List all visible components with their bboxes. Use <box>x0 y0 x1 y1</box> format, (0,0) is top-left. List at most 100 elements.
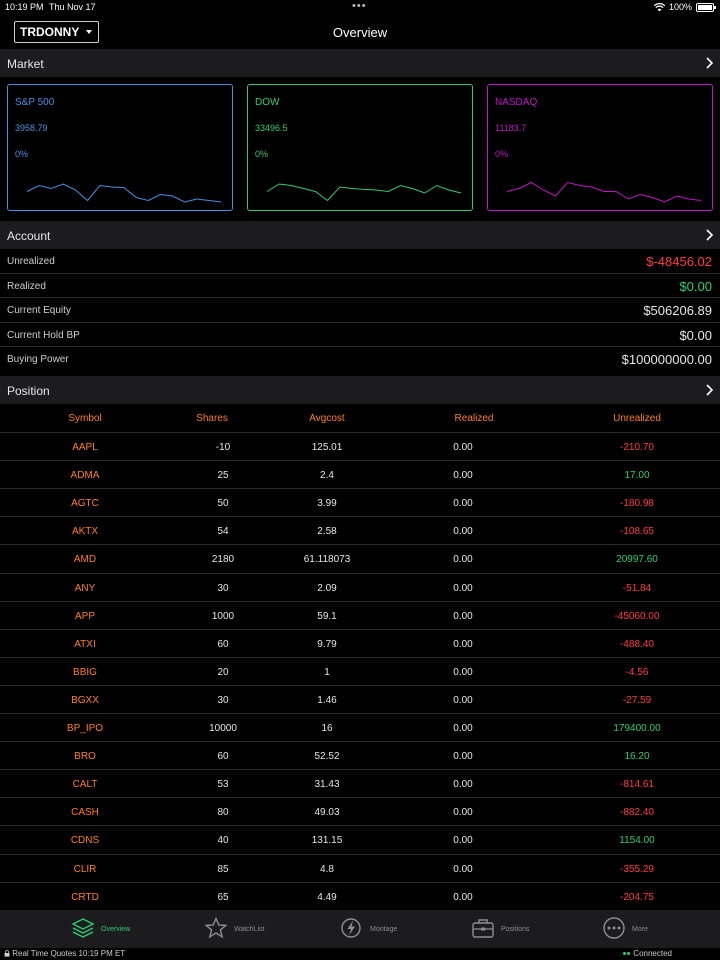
position-avgcost: 61.118073 <box>303 554 351 566</box>
quotes-status-text: Real Time Quotes 10:19 PM ET <box>12 949 126 958</box>
position-row[interactable]: BP_IPO 10000 16 0.00 179400.00 <box>0 713 720 741</box>
position-shares: 60 <box>217 638 229 650</box>
position-unrealized: -45060.00 <box>614 610 660 622</box>
connection-status: Connected <box>623 949 672 958</box>
position-unrealized: -180.98 <box>620 498 654 510</box>
position-shares: 60 <box>217 751 229 763</box>
column-header-symbol[interactable]: Symbol <box>68 413 102 424</box>
position-avgcost: 49.03 <box>314 807 340 819</box>
position-unrealized: 20997.60 <box>616 554 658 566</box>
status-time: 10:19 PM <box>5 2 44 12</box>
tab-label: Overview <box>101 926 131 933</box>
position-realized: 0.00 <box>453 526 473 538</box>
position-unrealized: 16.20 <box>624 751 650 763</box>
account-row-label: Buying Power <box>7 354 69 366</box>
position-symbol: BP_IPO <box>66 723 104 735</box>
position-shares: 85 <box>217 863 229 875</box>
sp500-sparkline <box>26 183 222 203</box>
position-row[interactable]: ADMA 25 2.4 0.00 17.00 <box>0 460 720 488</box>
status-date: Thu Nov 17 <box>49 2 96 12</box>
column-header-shares[interactable]: Shares <box>196 413 228 424</box>
position-realized: 0.00 <box>453 610 473 622</box>
position-row[interactable]: AKTX 54 2.58 0.00 -108.65 <box>0 516 720 544</box>
account-row-label: Unrealized <box>7 256 55 267</box>
market-card-value: 3958.79 <box>15 123 48 133</box>
battery-percent: 100% <box>668 2 692 12</box>
position-shares: 2180 <box>211 554 235 566</box>
position-avgcost: 4.49 <box>317 891 337 903</box>
position-row[interactable]: AGTC 50 3.99 0.00 -180.98 <box>0 488 720 516</box>
tab-label: More <box>632 926 648 933</box>
position-symbol: ANY <box>74 582 96 594</box>
position-unrealized: -882.40 <box>620 807 654 819</box>
connection-status-text: Connected <box>633 949 672 958</box>
position-avgcost: 4.8 <box>320 863 334 875</box>
position-row[interactable]: AAPL -10 125.01 0.00 -210.70 <box>0 432 720 460</box>
position-row[interactable]: ATXI 60 9.79 0.00 -488.40 <box>0 628 720 657</box>
position-row[interactable]: CDNS 40 131.15 0.00 1154.00 <box>0 825 720 853</box>
account-row-unrealized: Unrealized $-48456.02 <box>0 249 720 274</box>
position-row[interactable]: BRO 60 52.52 0.00 16.20 <box>0 741 720 769</box>
position-unrealized: -355.29 <box>620 863 654 875</box>
positions-rows: AAPL -10 125.01 0.00 -210.70 ADMA 25 2.4 0.00 17.… <box>0 432 720 910</box>
position-section-header[interactable]: Position <box>0 376 720 404</box>
account-row-value: $100000000.00 <box>621 352 712 368</box>
market-card-dow[interactable]: DOW 33496.5 0% <box>247 84 473 211</box>
position-row[interactable]: CRTD 65 4.49 0.00 -204.75 <box>0 881 720 910</box>
position-row[interactable]: BGXX 30 1.46 0.00 -27.59 <box>0 684 720 713</box>
column-header-realized[interactable]: Realized <box>454 413 494 424</box>
position-shares: 30 <box>217 582 229 594</box>
caret-down-icon <box>86 30 92 34</box>
tab-label: Montage <box>370 926 398 933</box>
column-header-avgcost[interactable]: Avgcost <box>309 413 345 424</box>
position-row[interactable]: AMD 2180 61.118073 0.00 20997.60 <box>0 544 720 572</box>
market-card-nasdaq[interactable]: NASDAQ 11183.7 0% <box>487 84 713 211</box>
lock-icon <box>4 950 10 957</box>
position-shares: 53 <box>217 779 229 791</box>
dow-sparkline <box>266 183 462 202</box>
status-bar: 10:19 PM Thu Nov 17 ••• 100% <box>0 0 720 16</box>
market-card-percent: 0% <box>15 149 29 159</box>
position-avgcost: 1 <box>324 666 330 678</box>
market-card-sp500[interactable]: S&P 500 3958.79 0% <box>7 84 233 211</box>
position-avgcost: 1.46 <box>317 694 337 706</box>
position-shares: 80 <box>217 807 229 819</box>
wifi-icon <box>653 2 665 11</box>
position-row[interactable]: CLIR 85 4.8 0.00 -355.29 <box>0 853 720 882</box>
position-unrealized: -27.59 <box>622 694 652 706</box>
market-card-name: DOW <box>255 97 280 108</box>
position-symbol: AKTX <box>71 526 99 538</box>
position-realized: 0.00 <box>453 835 473 847</box>
bolt-icon <box>341 918 361 938</box>
position-symbol: BGXX <box>71 694 99 706</box>
position-row[interactable]: BBIG 20 1 0.00 -4.56 <box>0 656 720 685</box>
position-realized: 0.00 <box>453 498 473 510</box>
account-row-label: Realized <box>7 280 46 292</box>
position-row[interactable]: APP 1000 59.1 0.00 -45060.00 <box>0 600 720 629</box>
footer-bar: Real Time Quotes 10:19 PM ET Connected <box>0 948 720 960</box>
position-row[interactable]: CASH 80 49.03 0.00 -882.40 <box>0 797 720 825</box>
market-section-header[interactable]: Market <box>0 49 720 77</box>
position-unrealized: -204.75 <box>620 891 654 903</box>
position-realized: 0.00 <box>453 807 473 819</box>
account-select[interactable]: TRDONNY <box>14 21 99 43</box>
column-header-unrealized[interactable]: Unrealized <box>613 413 661 424</box>
position-unrealized: -108.65 <box>620 526 654 538</box>
position-section-title: Position <box>7 384 50 398</box>
position-avgcost: 2.09 <box>317 582 337 594</box>
account-section-header[interactable]: Account <box>0 221 720 249</box>
market-card-value: 11183.7 <box>495 123 527 133</box>
position-symbol: CASH <box>71 807 99 819</box>
position-shares: 30 <box>217 694 229 706</box>
position-row[interactable]: ANY 30 2.09 0.00 -51.84 <box>0 572 720 601</box>
position-shares: 10000 <box>209 723 237 735</box>
star-icon <box>204 917 228 939</box>
position-row[interactable]: CALT 53 31.43 0.00 -814.61 <box>0 769 720 797</box>
tab-bar: Overview WatchList Montage Positions Mor… <box>0 910 720 948</box>
market-card-name: NASDAQ <box>495 97 538 108</box>
position-avgcost: 52.52 <box>314 751 340 763</box>
chevron-right-icon <box>706 229 714 241</box>
position-symbol: AGTC <box>71 498 99 510</box>
position-symbol: BBIG <box>73 666 97 678</box>
multitask-dots-icon[interactable]: ••• <box>352 0 367 12</box>
